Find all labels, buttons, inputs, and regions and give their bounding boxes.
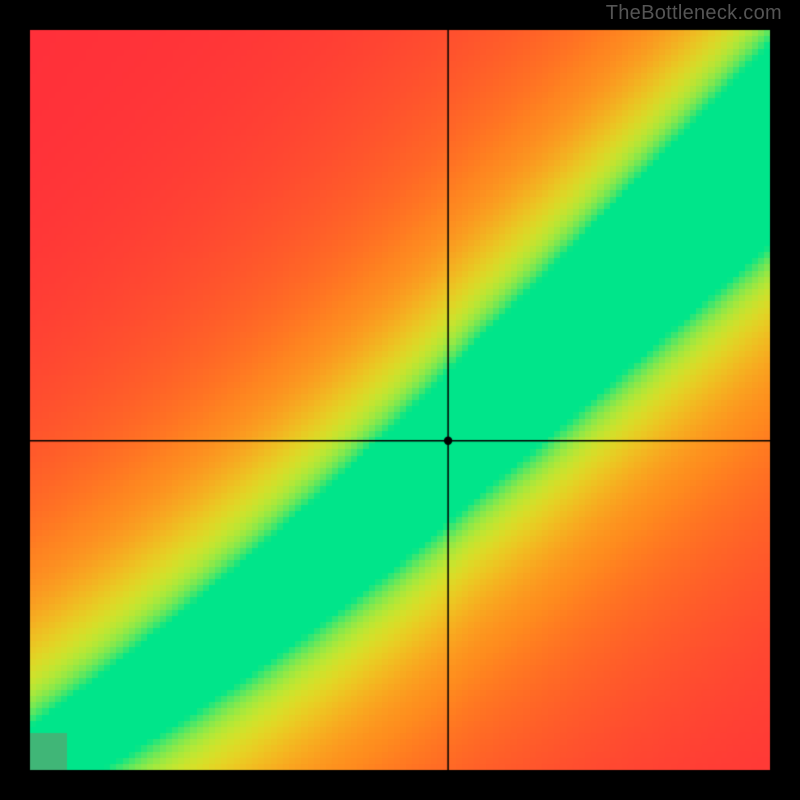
heatmap-canvas <box>0 0 800 800</box>
watermark-text: TheBottleneck.com <box>606 2 782 25</box>
chart-container: TheBottleneck.com <box>0 0 800 800</box>
